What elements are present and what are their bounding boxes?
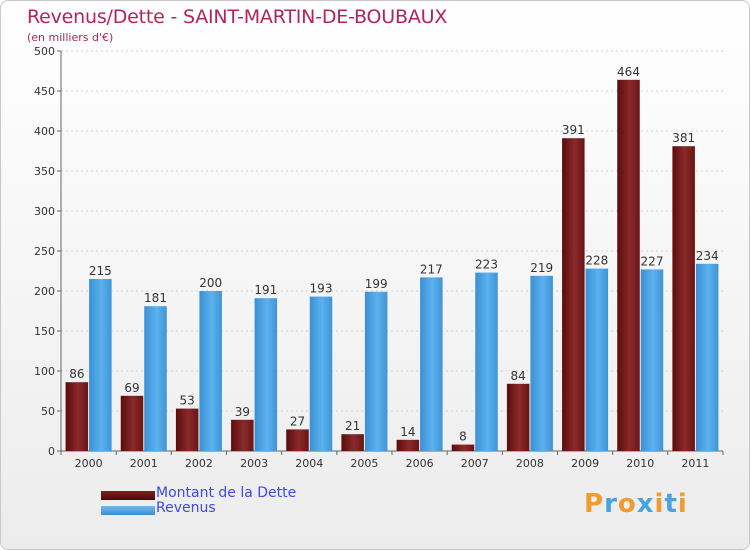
chart-subtitle: (en milliers d'€) xyxy=(27,31,114,44)
x-tick-label: 2007 xyxy=(461,457,489,470)
bar-revenus xyxy=(144,306,167,451)
data-label-dette: 14 xyxy=(400,425,415,439)
y-tick-label: 450 xyxy=(34,85,55,98)
data-label-revenus: 228 xyxy=(585,254,608,268)
chart-title: Revenus/Dette - SAINT-MARTIN-DE-BOUBAUX xyxy=(27,6,448,28)
data-label-revenus: 219 xyxy=(530,261,553,275)
bar-dette xyxy=(286,429,309,451)
labels: 0 50 100 150 200 250 300 350 400 450 500 2000 86 215 2… xyxy=(34,45,719,470)
bar-dette xyxy=(65,382,89,451)
data-label-revenus: 227 xyxy=(641,254,664,268)
axes xyxy=(57,50,724,455)
data-label-dette: 391 xyxy=(562,123,585,137)
bar-dette xyxy=(396,439,420,451)
bar-revenus xyxy=(199,291,222,451)
y-tick-label: 400 xyxy=(34,125,55,138)
logo-letter: r xyxy=(604,489,618,519)
bar-dette xyxy=(175,408,199,451)
y-tick-label: 0 xyxy=(48,445,55,458)
legend-label-revenus: Revenus xyxy=(156,500,216,516)
data-label-dette: 84 xyxy=(511,369,526,383)
y-tick-label: 200 xyxy=(34,285,55,298)
data-label-revenus: 193 xyxy=(310,282,333,296)
bar-dette xyxy=(562,138,585,451)
x-tick-label: 2005 xyxy=(350,457,378,470)
data-label-revenus: 217 xyxy=(420,262,443,276)
logo-letter: i xyxy=(677,489,688,519)
x-tick-label: 2003 xyxy=(240,457,268,470)
y-tick-label: 350 xyxy=(34,165,55,178)
bars xyxy=(65,79,719,452)
bar-dette xyxy=(341,434,364,451)
legend-swatch-dette xyxy=(101,491,155,500)
bar-revenus xyxy=(309,296,333,451)
x-tick-label: 2006 xyxy=(406,457,434,470)
data-label-revenus: 181 xyxy=(144,291,167,305)
bar-revenus xyxy=(585,268,609,451)
x-tick-label: 2002 xyxy=(185,457,213,470)
y-tick-label: 100 xyxy=(34,365,55,378)
bar-dette xyxy=(231,419,254,451)
data-label-revenus: 215 xyxy=(89,264,112,278)
data-label-revenus: 191 xyxy=(254,283,277,297)
y-tick-label: 150 xyxy=(34,325,55,338)
data-label-dette: 39 xyxy=(235,405,250,419)
bar-revenus xyxy=(640,269,664,451)
grid-lines xyxy=(61,50,723,412)
data-label-dette: 464 xyxy=(617,65,640,79)
x-tick-label: 2008 xyxy=(516,457,544,470)
data-label-revenus: 223 xyxy=(475,258,498,272)
data-label-dette: 27 xyxy=(290,414,305,428)
y-tick-label: 300 xyxy=(34,205,55,218)
data-label-dette: 53 xyxy=(180,394,195,408)
bar-revenus xyxy=(695,263,719,451)
x-tick-label: 2001 xyxy=(130,457,158,470)
x-tick-label: 2010 xyxy=(626,457,654,470)
data-label-revenus: 199 xyxy=(365,277,388,291)
legend-swatch-revenus xyxy=(101,506,155,515)
x-tick-label: 2009 xyxy=(571,457,599,470)
data-label-dette: 8 xyxy=(459,430,467,444)
x-tick-label: 2000 xyxy=(75,457,103,470)
bar-dette xyxy=(506,383,530,451)
logo-letter: o xyxy=(617,489,637,519)
y-tick-label: 50 xyxy=(41,405,55,418)
bar-revenus xyxy=(254,298,278,451)
bar-dette xyxy=(451,444,475,451)
bar-revenus xyxy=(364,291,388,451)
logo-letter: i xyxy=(654,489,665,519)
logo-letter: P xyxy=(584,489,605,519)
bar-revenus xyxy=(530,275,553,451)
bar-revenus xyxy=(475,272,498,451)
data-label-revenus: 200 xyxy=(199,276,222,290)
bar-dette xyxy=(617,79,640,452)
x-tick-label: 2011 xyxy=(681,457,709,470)
data-label-dette: 381 xyxy=(672,131,695,145)
proxiti-logo: Proxiti xyxy=(584,489,688,519)
bar-revenus xyxy=(420,277,443,451)
x-tick-label: 2004 xyxy=(295,457,323,470)
legend-label-dette: Montant de la Dette xyxy=(156,485,297,501)
data-label-dette: 86 xyxy=(69,367,84,381)
y-tick-label: 500 xyxy=(34,45,55,58)
bar-dette xyxy=(120,395,144,451)
data-label-dette: 21 xyxy=(345,419,360,433)
logo-letter: x xyxy=(636,489,655,519)
y-tick-label: 250 xyxy=(34,245,55,258)
logo-letter: t xyxy=(664,489,678,519)
bar-revenus xyxy=(89,279,112,451)
data-label-revenus: 234 xyxy=(696,249,719,263)
data-label-dette: 69 xyxy=(124,381,139,395)
bar-dette xyxy=(672,146,695,451)
